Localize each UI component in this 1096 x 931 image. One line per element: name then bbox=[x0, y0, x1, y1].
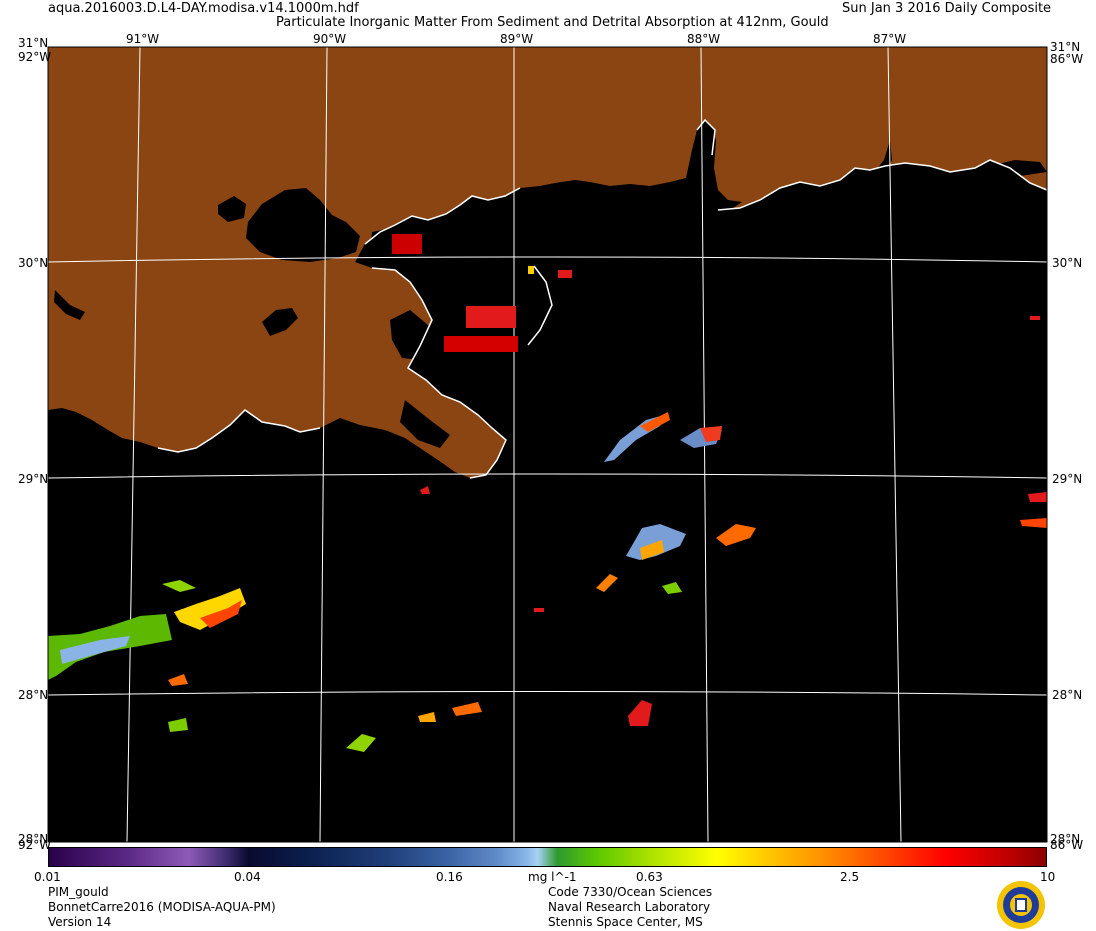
plume-pixels bbox=[420, 486, 430, 494]
plume-pixels bbox=[168, 674, 188, 686]
lon-label-87: 87°W bbox=[873, 32, 907, 46]
plume-pixels bbox=[174, 588, 246, 630]
western-marsh-lakes bbox=[54, 290, 85, 320]
lat-label-30-right: 30°N bbox=[1052, 256, 1083, 270]
plume-pixels bbox=[346, 734, 376, 752]
lat-label-top-right: 31°N bbox=[1050, 40, 1081, 54]
plume-pixels bbox=[534, 608, 544, 612]
plume-pixels bbox=[168, 718, 188, 732]
mobile-bay bbox=[694, 126, 742, 210]
coastline bbox=[157, 118, 1048, 479]
lake-maurepas bbox=[218, 196, 246, 222]
lat-label-30-left: 30°N bbox=[18, 256, 49, 270]
plume-pixels bbox=[558, 270, 572, 278]
barataria-bay bbox=[390, 310, 434, 360]
lon-label-91: 91°W bbox=[126, 32, 160, 46]
nrl-logo bbox=[997, 881, 1045, 929]
lake-pontchartrain bbox=[246, 188, 360, 262]
plume-pixels bbox=[528, 266, 534, 274]
plume-pixels bbox=[628, 700, 652, 726]
lon-label-top-left: 92°W bbox=[18, 50, 52, 64]
colorbar-units: mg l^-1 bbox=[528, 870, 577, 884]
lon-label-88: 88°W bbox=[687, 32, 721, 46]
file-name: aqua.2016003.D.L4-DAY.modisa.v14.1000m.h… bbox=[48, 1, 359, 16]
plume-pixels bbox=[700, 426, 722, 442]
lat-label-29-left: 29°N bbox=[18, 472, 49, 486]
lat-label-bottom-right: 28°N bbox=[1050, 832, 1081, 846]
colorbar-tick-0.04: 0.04 bbox=[234, 870, 261, 884]
plume-pixels bbox=[466, 306, 516, 328]
footer-org-name: Naval Research Laboratory bbox=[548, 900, 711, 914]
plume-pixels bbox=[444, 336, 518, 352]
lat-label-29-right: 29°N bbox=[1052, 472, 1083, 486]
plume-pixels bbox=[662, 582, 682, 594]
lon-label-top-right: 86°W bbox=[1050, 52, 1084, 66]
graticule bbox=[47, 46, 1048, 843]
footer-version: Version 14 bbox=[48, 915, 112, 929]
date-label: Sun Jan 3 2016 Daily Composite bbox=[842, 1, 1052, 16]
footer-org-code: Code 7330/Ocean Sciences bbox=[548, 885, 713, 899]
colorbar bbox=[48, 847, 1047, 867]
colorbar-tick-0.01: 0.01 bbox=[34, 870, 61, 884]
plume-pixels bbox=[1028, 492, 1047, 502]
data-plumes bbox=[48, 234, 1047, 752]
land-mass bbox=[48, 47, 1047, 478]
lon-label-bottom-left: 92°W bbox=[18, 838, 52, 852]
footer-region-name: BonnetCarre2016 (MODISA-AQUA-PM) bbox=[48, 900, 276, 914]
footer-product-name: PIM_gould bbox=[48, 885, 109, 899]
plume-pixels bbox=[60, 636, 130, 664]
pensacola-bay bbox=[842, 140, 892, 190]
plume-pixels bbox=[596, 574, 618, 592]
lake-salvador bbox=[262, 308, 298, 336]
lat-label-top-left: 31°N bbox=[18, 36, 49, 50]
plume-pixels bbox=[640, 540, 664, 560]
plume-pixels bbox=[1020, 518, 1047, 528]
lat-label-28-left: 28°N bbox=[18, 688, 49, 702]
lat-label-bottom-left: 28°N bbox=[18, 832, 49, 846]
choctawhatchee-bay bbox=[960, 160, 1047, 180]
footer-org-location: Stennis Space Center, MS bbox=[548, 915, 703, 929]
lon-label-89: 89°W bbox=[500, 32, 534, 46]
plume-pixels bbox=[392, 234, 422, 254]
plume-pixels bbox=[200, 600, 242, 628]
product-title: Particulate Inorganic Matter From Sedime… bbox=[276, 15, 829, 30]
colorbar-tick-10: 10 bbox=[1040, 870, 1056, 884]
colorbar-tick-0.63: 0.63 bbox=[636, 870, 663, 884]
plume-pixels bbox=[640, 412, 670, 432]
atchafalaya-delta-water bbox=[400, 400, 450, 448]
plume-pixels bbox=[162, 580, 196, 592]
colorbar-tick-0.16: 0.16 bbox=[436, 870, 463, 884]
map-frame bbox=[47, 46, 1048, 843]
plume-pixels bbox=[1030, 316, 1040, 320]
colorbar-tick-2.5: 2.5 bbox=[840, 870, 860, 884]
lon-label-90: 90°W bbox=[313, 32, 347, 46]
plume-pixels bbox=[716, 524, 756, 546]
plume-pixels bbox=[452, 702, 482, 716]
lat-label-28-right: 28°N bbox=[1052, 688, 1083, 702]
lon-label-bottom-right: 86°W bbox=[1050, 838, 1084, 852]
plume-pixels bbox=[418, 712, 436, 722]
